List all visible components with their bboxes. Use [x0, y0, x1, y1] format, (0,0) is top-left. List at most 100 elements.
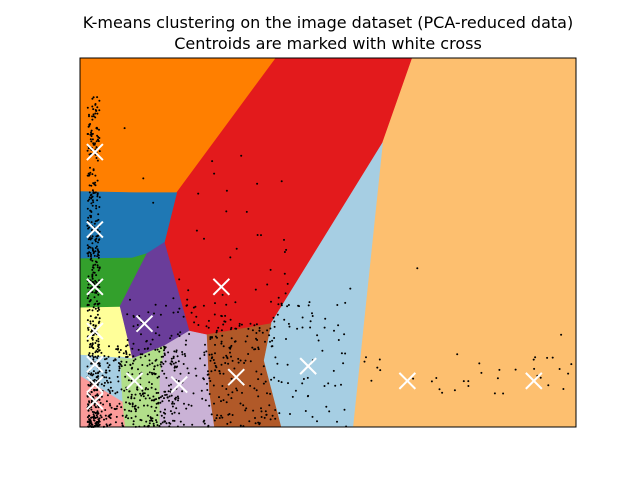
data-point [89, 166, 91, 169]
data-point [89, 315, 92, 318]
data-point [306, 376, 309, 379]
data-point [151, 338, 154, 341]
data-point [87, 404, 90, 406]
data-point [169, 422, 172, 425]
data-point [210, 357, 213, 360]
data-point [144, 355, 147, 358]
data-point [96, 255, 99, 258]
data-point [118, 356, 121, 358]
data-point [168, 395, 171, 398]
data-point [260, 407, 262, 410]
data-point [94, 394, 97, 397]
centroid-marker-10 [227, 368, 245, 386]
data-point [296, 327, 299, 330]
data-point [211, 160, 214, 163]
data-point [323, 326, 326, 329]
data-point [166, 396, 169, 399]
data-point [154, 373, 157, 376]
data-point [107, 366, 110, 369]
data-point [139, 392, 142, 395]
data-point [89, 246, 92, 249]
data-point [273, 320, 276, 323]
data-point [171, 360, 174, 363]
data-point [170, 394, 173, 397]
data-point [195, 229, 198, 232]
data-point [109, 404, 112, 407]
data-point [90, 362, 93, 365]
data-point [211, 336, 213, 339]
data-point [134, 358, 137, 361]
data-point [91, 268, 94, 271]
data-point [262, 382, 265, 385]
data-point [97, 372, 99, 375]
data-point [86, 309, 89, 312]
data-point [92, 108, 95, 111]
data-point [257, 348, 260, 351]
data-point [342, 362, 345, 365]
data-point [87, 252, 90, 255]
data-point [116, 345, 119, 348]
data-point [131, 373, 134, 376]
data-point [90, 129, 93, 132]
data-point [128, 353, 131, 356]
data-point [88, 153, 91, 156]
data-point [182, 363, 185, 365]
data-point [95, 411, 98, 414]
data-point [210, 370, 213, 373]
data-point [129, 364, 132, 366]
data-point [145, 420, 148, 423]
data-point [93, 222, 96, 225]
data-point [120, 360, 123, 363]
data-point [225, 210, 228, 213]
data-point [91, 291, 94, 294]
data-point [144, 397, 147, 400]
data-point [245, 407, 248, 410]
data-point [125, 345, 128, 348]
data-point [257, 346, 260, 349]
data-point [205, 325, 208, 328]
data-point [173, 366, 176, 369]
data-point [98, 206, 101, 208]
data-point [274, 417, 277, 420]
data-point [178, 412, 181, 415]
data-point [93, 254, 96, 257]
data-point [203, 351, 206, 354]
data-point [230, 355, 232, 358]
data-point [209, 380, 212, 382]
data-point [203, 419, 206, 422]
data-point [336, 304, 339, 306]
data-point [89, 252, 92, 254]
data-point [222, 356, 225, 359]
data-point [205, 350, 208, 353]
data-point [93, 419, 96, 422]
data-point [94, 424, 97, 427]
data-point [112, 359, 115, 362]
data-point [327, 382, 330, 385]
data-point [249, 384, 252, 387]
data-point [87, 199, 90, 202]
data-point [558, 368, 561, 370]
data-point [108, 345, 110, 348]
data-point [167, 390, 170, 393]
data-point [493, 392, 496, 395]
data-point [188, 333, 191, 335]
data-point [264, 340, 266, 343]
data-point [97, 293, 100, 296]
data-point [88, 115, 90, 118]
data-point [207, 424, 210, 427]
data-point [247, 353, 250, 355]
data-point [89, 342, 92, 345]
data-point [229, 328, 232, 331]
data-point [90, 345, 93, 348]
data-point [87, 409, 90, 412]
data-point [278, 412, 281, 415]
data-point [91, 199, 94, 202]
data-point [325, 405, 328, 408]
data-point [257, 421, 260, 424]
data-point [150, 383, 153, 385]
data-point [148, 353, 151, 356]
data-point [88, 113, 90, 116]
data-point [277, 380, 280, 382]
data-point [89, 171, 92, 174]
data-point [162, 362, 165, 365]
